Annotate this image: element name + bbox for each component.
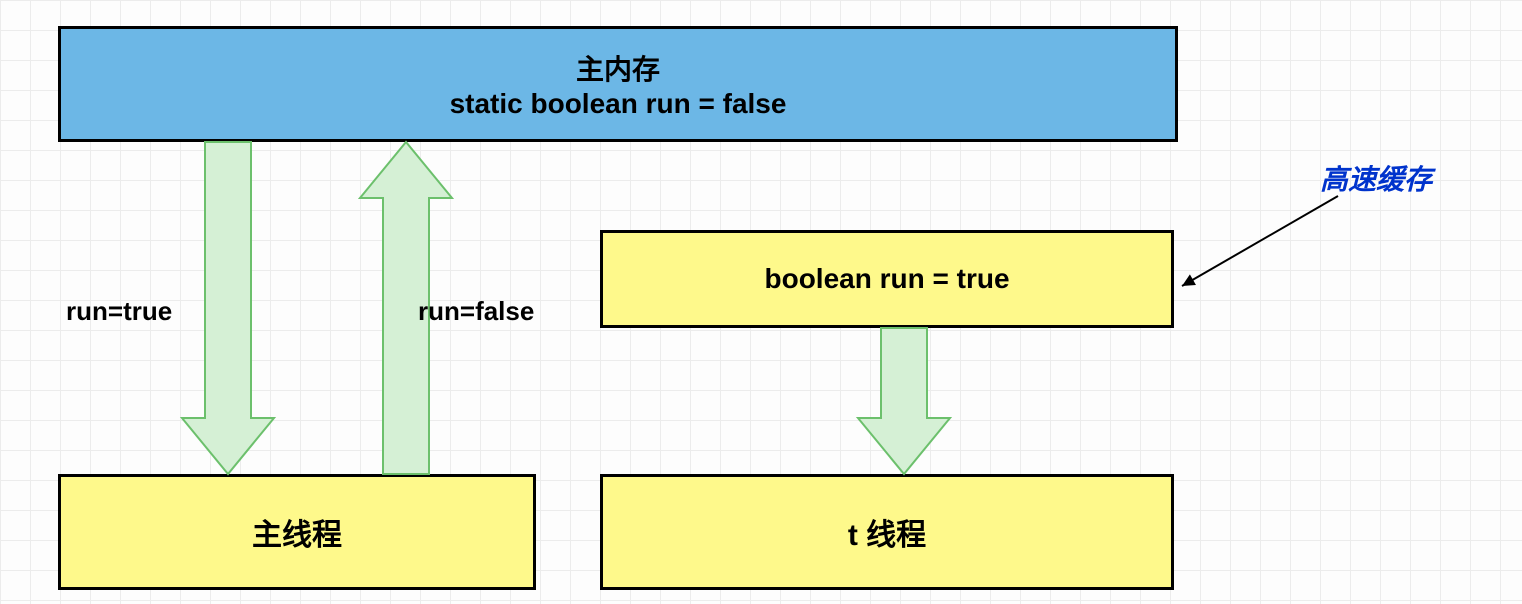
main-memory-subtitle: static boolean run = false	[450, 88, 787, 120]
main-memory-box: 主内存 static boolean run = false	[58, 26, 1178, 142]
t-thread-label: t 线程	[848, 510, 926, 554]
cache-label: boolean run = true	[764, 263, 1009, 295]
edge-label-run-true: run=true	[66, 296, 172, 327]
main-thread-label: 主线程	[252, 510, 342, 554]
pointer-arrow-icon	[1162, 176, 1358, 306]
main-memory-title: 主内存	[576, 48, 660, 88]
main-thread-box: 主线程	[58, 474, 536, 590]
arrow-cache-down-icon	[858, 328, 950, 474]
t-thread-box: t 线程	[600, 474, 1174, 590]
arrow-down-icon	[182, 142, 274, 474]
edge-label-run-false: run=false	[418, 296, 534, 327]
cache-box: boolean run = true	[600, 230, 1174, 328]
